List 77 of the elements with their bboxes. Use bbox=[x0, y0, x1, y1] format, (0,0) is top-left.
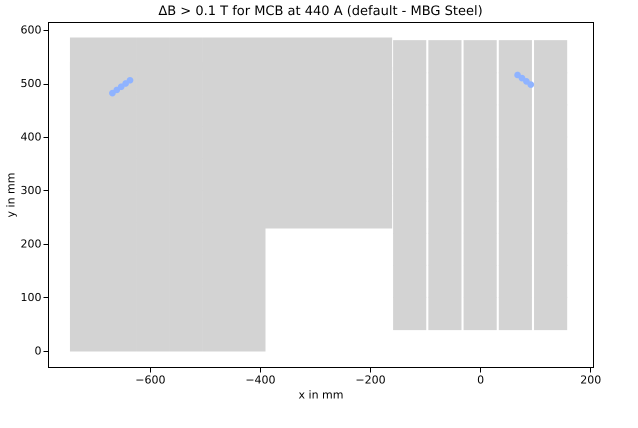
point bbox=[534, 232, 568, 266]
point bbox=[126, 76, 134, 84]
point bbox=[498, 264, 532, 298]
point bbox=[102, 94, 136, 127]
point bbox=[393, 296, 426, 330]
point bbox=[464, 40, 497, 74]
point bbox=[464, 264, 497, 298]
point bbox=[498, 200, 532, 234]
point bbox=[70, 126, 104, 159]
chart-title: ΔB > 0.1 T for MCB at 440 A (default - MBG Steel) bbox=[158, 4, 483, 19]
point bbox=[70, 286, 104, 320]
point bbox=[498, 104, 532, 138]
point bbox=[534, 264, 568, 298]
point bbox=[534, 104, 568, 138]
point bbox=[428, 40, 462, 74]
point bbox=[464, 104, 497, 138]
point bbox=[113, 86, 120, 94]
point bbox=[464, 200, 497, 234]
point bbox=[393, 168, 426, 202]
point bbox=[428, 168, 462, 202]
point bbox=[428, 264, 462, 298]
x-axis-title: x in mm bbox=[298, 388, 344, 402]
y-tick-label: 0 bbox=[34, 344, 42, 358]
x-tick-label: −200 bbox=[355, 374, 386, 386]
point bbox=[428, 232, 462, 266]
point bbox=[102, 318, 136, 352]
point bbox=[428, 296, 462, 330]
point bbox=[534, 296, 568, 330]
x-tick-label: −600 bbox=[135, 374, 166, 386]
point bbox=[393, 232, 426, 266]
point bbox=[393, 264, 426, 298]
x-tick-label: 200 bbox=[580, 374, 602, 386]
point bbox=[70, 222, 104, 256]
point bbox=[534, 40, 568, 74]
point bbox=[498, 136, 532, 170]
point bbox=[428, 72, 462, 106]
point bbox=[298, 195, 332, 228]
point bbox=[393, 104, 426, 138]
point bbox=[393, 200, 426, 234]
point bbox=[118, 83, 125, 90]
point bbox=[70, 158, 104, 192]
point bbox=[498, 232, 532, 266]
point bbox=[534, 168, 568, 202]
y-tick-label: 100 bbox=[20, 290, 42, 304]
point bbox=[393, 72, 426, 106]
y-tick-label: 500 bbox=[20, 77, 42, 90]
point bbox=[70, 190, 104, 224]
point bbox=[265, 195, 299, 228]
point bbox=[534, 136, 568, 170]
point bbox=[464, 296, 497, 330]
point bbox=[428, 104, 462, 138]
point bbox=[428, 200, 462, 234]
point bbox=[70, 94, 104, 127]
point bbox=[527, 81, 534, 88]
y-tick-label: 200 bbox=[20, 237, 42, 250]
point bbox=[498, 168, 532, 202]
point bbox=[136, 318, 170, 352]
x-tick-label: 0 bbox=[477, 374, 484, 386]
point bbox=[70, 318, 104, 352]
y-axis-title: y in mm bbox=[4, 172, 18, 218]
y-tick-label: 600 bbox=[20, 24, 42, 37]
point bbox=[70, 254, 104, 288]
point bbox=[464, 136, 497, 170]
x-tick-label: −400 bbox=[245, 374, 276, 386]
point bbox=[169, 318, 202, 352]
point bbox=[498, 40, 532, 74]
point bbox=[534, 200, 568, 234]
point bbox=[393, 136, 426, 170]
point bbox=[393, 40, 426, 74]
point bbox=[464, 72, 497, 106]
point bbox=[534, 72, 568, 106]
point bbox=[498, 296, 532, 330]
y-tick-label: 300 bbox=[20, 184, 42, 197]
point bbox=[464, 168, 497, 202]
y-tick-label: 400 bbox=[20, 130, 42, 144]
point bbox=[428, 136, 462, 170]
point bbox=[464, 232, 497, 266]
